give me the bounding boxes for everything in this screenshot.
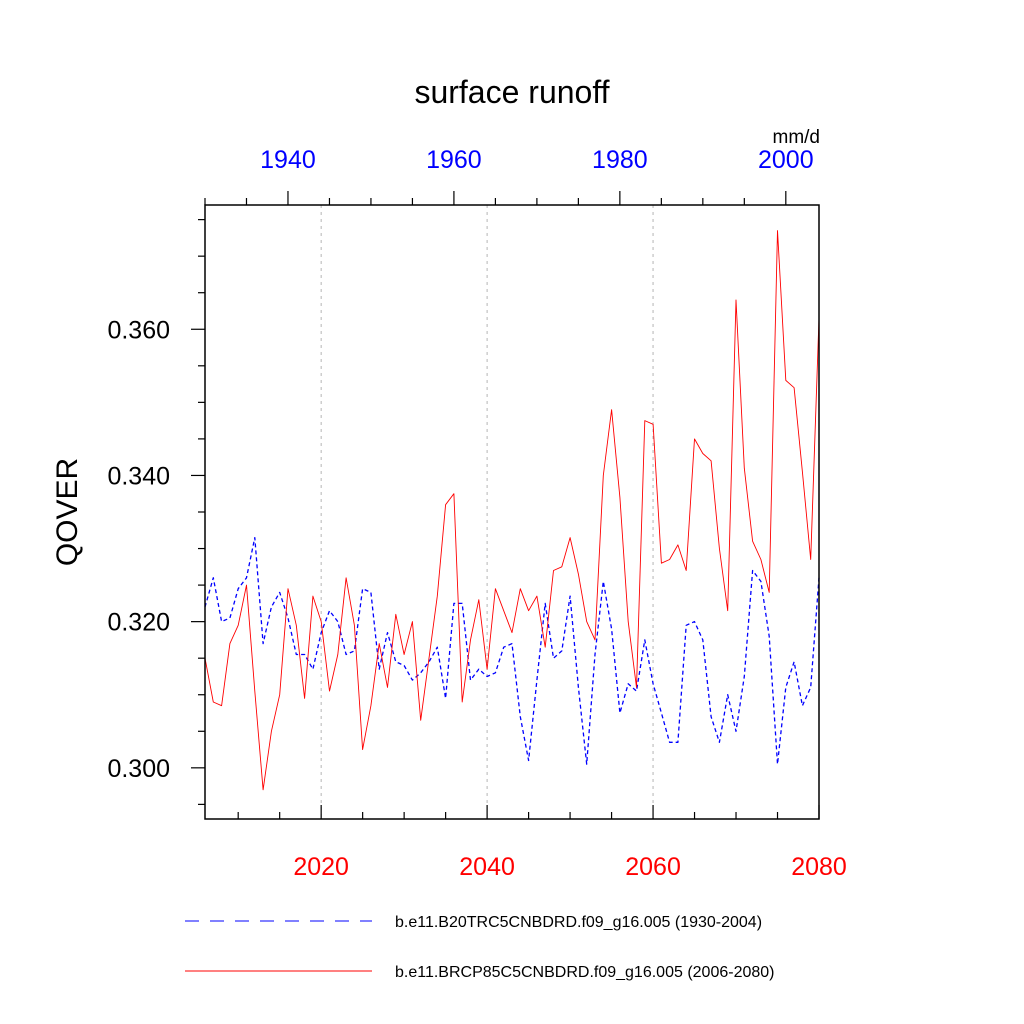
y-tick-label: 0.300 [107, 755, 170, 783]
y-axis-label: QOVER [51, 458, 84, 566]
x-top-tick-label: 1980 [592, 146, 648, 174]
x-bottom-tick-label: 2080 [791, 853, 847, 881]
x-top-tick-label: 2000 [758, 146, 814, 174]
chart-title: surface runoff [414, 74, 609, 110]
units-label: mm/d [773, 127, 821, 148]
y-tick-label: 0.320 [107, 609, 170, 637]
axis-ticks [191, 191, 820, 819]
legend-label: b.e11.BRCP85C5CNBDRD.f09_g16.005 (2006-2… [395, 964, 774, 981]
grid-lines [320, 205, 654, 819]
x-bottom-tick-label: 2040 [459, 853, 515, 881]
series-line-2 [204, 230, 820, 791]
y-tick-label: 0.360 [107, 316, 170, 344]
y-tick-label: 0.340 [107, 462, 170, 490]
x-top-tick-label: 1940 [260, 146, 316, 174]
legend: b.e11.B20TRC5CNBDRD.f09_g16.005 (1930-20… [185, 914, 774, 981]
series-layer [204, 230, 820, 791]
plot-frame [204, 204, 820, 820]
x-bottom-tick-label: 2020 [293, 853, 349, 881]
x-bottom-tick-label: 2060 [625, 853, 681, 881]
tick-labels: 2020 2040 2060 2080 1940 1960 1980 2000 0.300 0.3… [107, 146, 846, 881]
legend-label: b.e11.B20TRC5CNBDRD.f09_g16.005 (1930-20… [395, 914, 762, 931]
x-top-tick-label: 1960 [426, 146, 482, 174]
series-line-1 [204, 536, 820, 765]
